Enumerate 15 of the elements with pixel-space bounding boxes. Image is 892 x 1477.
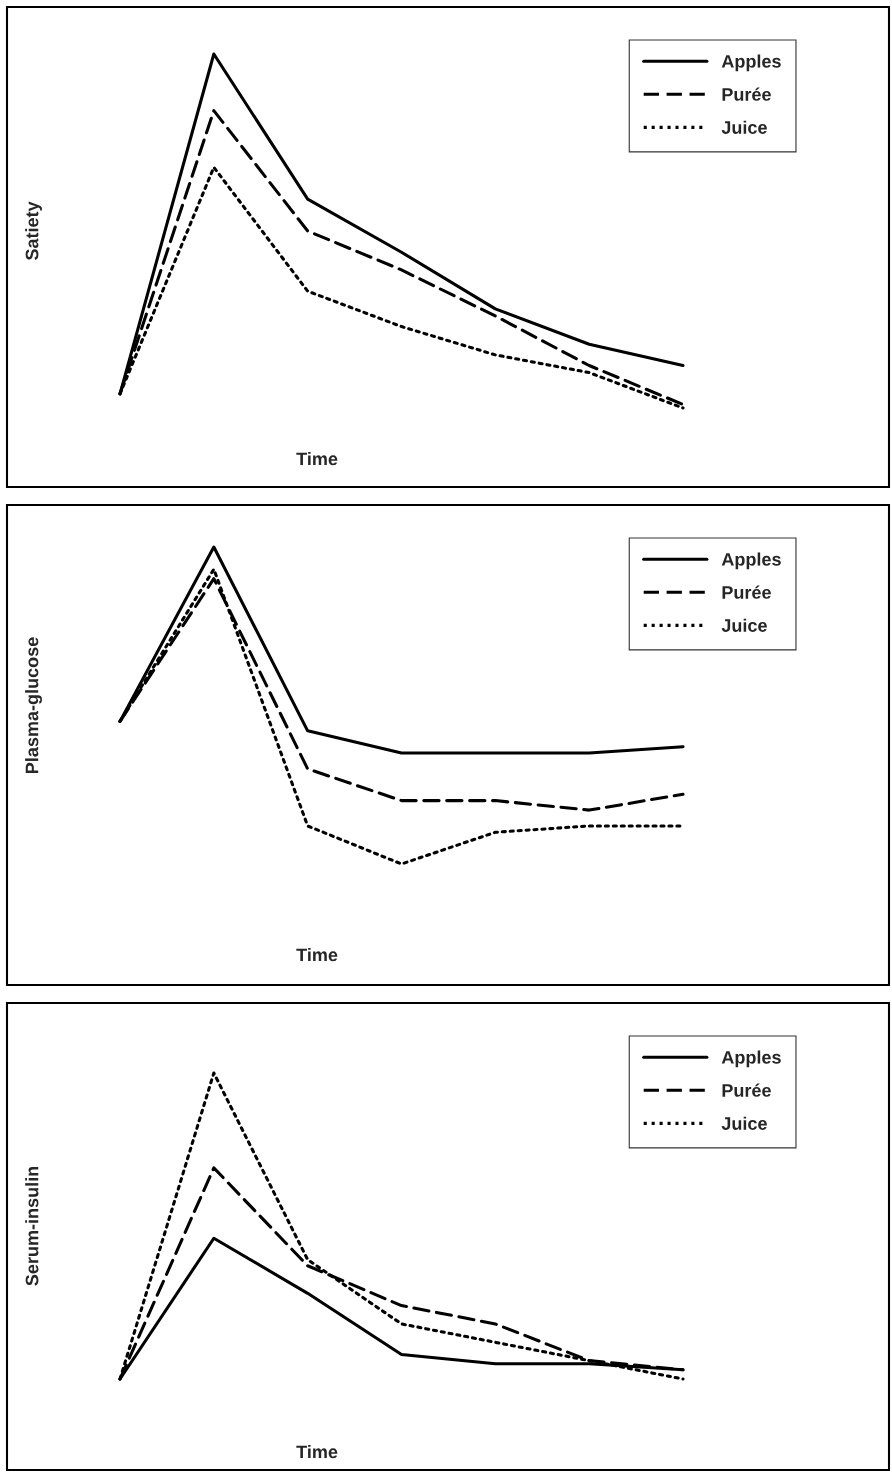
y-axis-title: Plasma-glucose [25,637,42,774]
legend-label: Juice [721,1116,767,1130]
legend-label: Apples [721,1050,781,1068]
x-axis-title: Time [296,948,338,962]
legend-label: Purée [722,87,771,101]
y-axis-title: Satiety [25,201,42,261]
legend-label: Apples [721,552,781,570]
x-axis-title: Time [296,452,338,466]
legend-label: Purée [722,1083,771,1097]
y-axis-title: Serum-insulin [25,1166,39,1286]
x-axis-title: Time [296,1445,338,1459]
legend-label: Juice [721,120,767,134]
legend-label: Purée [722,585,771,599]
legend-label: Apples [721,54,781,72]
legend-label: Juice [721,618,767,632]
